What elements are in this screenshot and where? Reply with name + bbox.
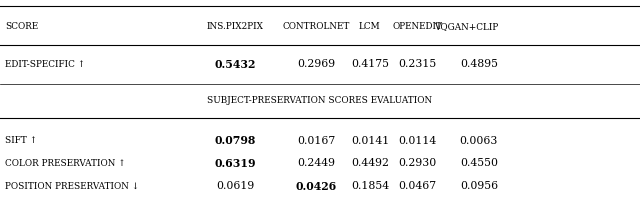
- Text: 0.4550: 0.4550: [460, 158, 498, 168]
- Text: POSITION PRESERVATION ↓: POSITION PRESERVATION ↓: [5, 182, 140, 191]
- Text: 0.2930: 0.2930: [398, 158, 436, 168]
- Text: 0.6319: 0.6319: [215, 158, 256, 169]
- Text: COLOR PRESERVATION ↑: COLOR PRESERVATION ↑: [5, 159, 125, 168]
- Text: 0.4492: 0.4492: [351, 158, 389, 168]
- Text: EDIT-SPECIFIC ↑: EDIT-SPECIFIC ↑: [5, 60, 85, 69]
- Text: 0.0956: 0.0956: [460, 181, 498, 191]
- Text: SUBJECT-PRESERVATION SCORES EVALUATION: SUBJECT-PRESERVATION SCORES EVALUATION: [207, 96, 433, 106]
- Text: VQGAN+CLIP: VQGAN+CLIP: [434, 22, 498, 31]
- Text: 0.4175: 0.4175: [351, 59, 389, 69]
- Text: CONTROLNET: CONTROLNET: [282, 22, 350, 31]
- Text: 0.5432: 0.5432: [215, 59, 256, 70]
- Text: 0.0167: 0.0167: [297, 136, 335, 146]
- Text: 0.0467: 0.0467: [398, 181, 436, 191]
- Text: 0.0141: 0.0141: [351, 136, 389, 146]
- Text: SIFT ↑: SIFT ↑: [5, 136, 37, 145]
- Text: 0.4895: 0.4895: [460, 59, 498, 69]
- Text: INS.PIX2PIX: INS.PIX2PIX: [207, 22, 264, 31]
- Text: OPENEDIT: OPENEDIT: [392, 22, 442, 31]
- Text: 0.0114: 0.0114: [398, 136, 436, 146]
- Text: 0.2315: 0.2315: [398, 59, 436, 69]
- Text: 0.0063: 0.0063: [460, 136, 498, 146]
- Text: 0.2969: 0.2969: [297, 59, 335, 69]
- Text: 0.1854: 0.1854: [351, 181, 389, 191]
- Text: 0.2449: 0.2449: [297, 158, 335, 168]
- Text: 0.0619: 0.0619: [216, 181, 255, 191]
- Text: LCM: LCM: [359, 22, 381, 31]
- Text: SCORE: SCORE: [5, 22, 38, 31]
- Text: 0.0426: 0.0426: [296, 181, 337, 192]
- Text: 0.0798: 0.0798: [215, 135, 256, 146]
